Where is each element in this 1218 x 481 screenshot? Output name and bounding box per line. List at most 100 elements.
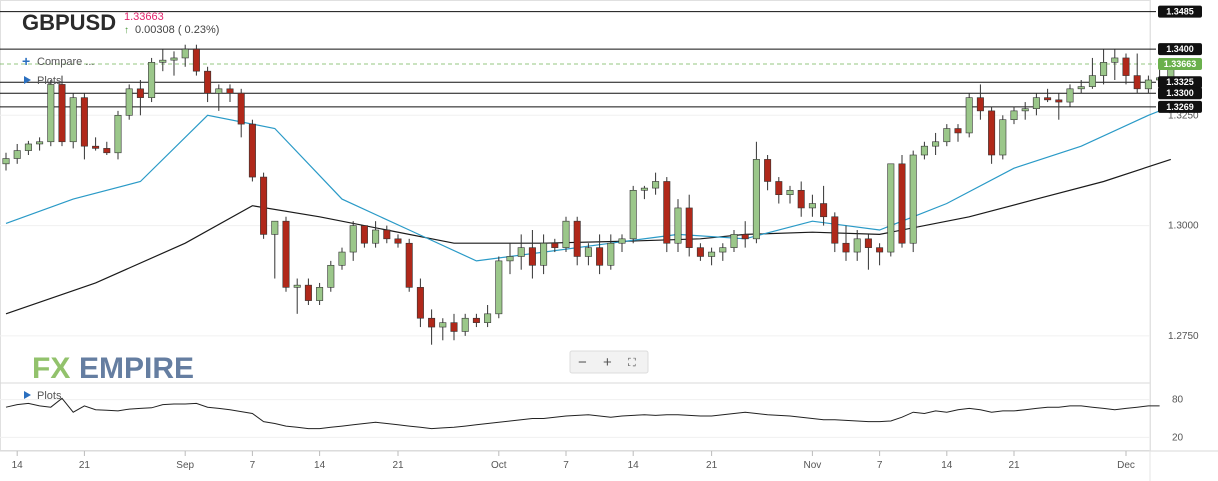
candle-body	[484, 313, 492, 323]
candle	[607, 234, 615, 270]
candle-body	[1010, 110, 1018, 121]
candle	[752, 141, 760, 244]
level-tag	[1158, 100, 1202, 113]
candle-body	[383, 229, 391, 240]
candle-body	[304, 284, 312, 301]
candle-body	[842, 242, 850, 253]
candle-body	[148, 62, 156, 98]
candle-body	[248, 123, 256, 178]
plots-toggle[interactable]: Plots	[24, 75, 62, 87]
candle-body	[696, 247, 704, 257]
candle-body	[674, 207, 682, 244]
candle-body	[58, 84, 66, 143]
candle-body	[92, 145, 100, 149]
candle	[495, 256, 503, 319]
level-tag	[1158, 5, 1202, 18]
x-tick-label: Sep	[176, 460, 194, 471]
candle-body	[1133, 75, 1141, 90]
candle-body	[719, 247, 727, 253]
candle	[372, 221, 380, 248]
play-icon	[24, 391, 31, 399]
up-arrow-icon: ↑	[124, 25, 129, 36]
x-tick-label: 7	[563, 460, 569, 471]
zoom-fit-button[interactable]: ⛶	[628, 357, 636, 369]
zoom-in-button[interactable]: +	[603, 354, 612, 371]
candle-body	[428, 317, 436, 328]
candle	[573, 216, 581, 266]
zoom-out-button[interactable]: −	[578, 354, 587, 371]
candle	[13, 143, 21, 164]
candle	[1066, 84, 1074, 107]
compare-label: Compare ...	[37, 56, 94, 68]
compare-button[interactable]: + Compare ...	[22, 53, 94, 69]
candle	[136, 80, 144, 116]
candle	[148, 57, 156, 103]
candle-body	[573, 220, 581, 257]
candle-body	[36, 141, 44, 145]
level-tag-label: 1.3300	[1166, 88, 1194, 98]
candle-body	[808, 203, 816, 209]
candle-body	[741, 234, 749, 240]
x-tick-label: 14	[314, 460, 326, 471]
candle	[1122, 53, 1130, 85]
plus-icon: +	[603, 354, 612, 371]
candle-body	[596, 247, 604, 266]
candle	[506, 243, 514, 275]
candle-body	[1066, 88, 1074, 103]
candle	[293, 278, 301, 314]
candle	[428, 309, 436, 345]
candle	[853, 230, 861, 261]
candle-body	[752, 159, 760, 240]
candle-body	[360, 225, 368, 244]
candle-body	[405, 242, 413, 288]
lower-y-tick-label: 20	[1172, 432, 1184, 443]
candle	[618, 234, 626, 253]
price-change: 0.00308 ( 0.23%)	[135, 24, 219, 36]
level-tag	[1158, 76, 1202, 89]
candle-body	[1100, 62, 1108, 76]
x-tick-label: 7	[877, 460, 883, 471]
candle	[461, 313, 469, 336]
candle-body	[237, 92, 245, 125]
candle-body	[103, 148, 111, 154]
candle-body	[271, 220, 279, 235]
candle-body	[1111, 57, 1119, 63]
candle	[248, 119, 256, 182]
candle-body	[327, 264, 335, 288]
candle-body	[1055, 99, 1063, 103]
x-tick-label: 7	[250, 460, 256, 471]
candle	[1100, 49, 1108, 85]
candle	[797, 181, 805, 217]
candle	[215, 84, 223, 111]
fxempire-logo: FX EMPIRE	[32, 352, 194, 385]
candle	[775, 177, 783, 204]
candle	[786, 185, 794, 204]
candle	[439, 318, 447, 341]
candle	[450, 313, 458, 341]
candle-body	[24, 143, 32, 151]
candle	[528, 230, 536, 279]
candle	[652, 172, 660, 195]
lower-plots-toggle[interactable]: Plots	[24, 390, 62, 402]
level-tag-label: 1.3400	[1166, 44, 1194, 54]
candle	[304, 278, 312, 305]
candle	[1032, 93, 1040, 116]
candle-body	[663, 181, 671, 244]
candle	[584, 243, 592, 266]
x-tick-label: 21	[706, 460, 718, 471]
candle	[125, 84, 133, 120]
candle	[976, 84, 984, 120]
candle-body	[260, 176, 268, 235]
candle-body	[181, 48, 189, 59]
candle-body	[652, 181, 660, 189]
symbol-title: GBPUSD	[22, 10, 116, 35]
level-tag	[1158, 43, 1202, 56]
candle	[47, 80, 55, 147]
candle-body	[618, 238, 626, 244]
candle-body	[1122, 57, 1130, 76]
candle-body	[495, 260, 503, 315]
candle-body	[976, 97, 984, 112]
candle	[887, 163, 895, 257]
candle	[159, 49, 167, 72]
